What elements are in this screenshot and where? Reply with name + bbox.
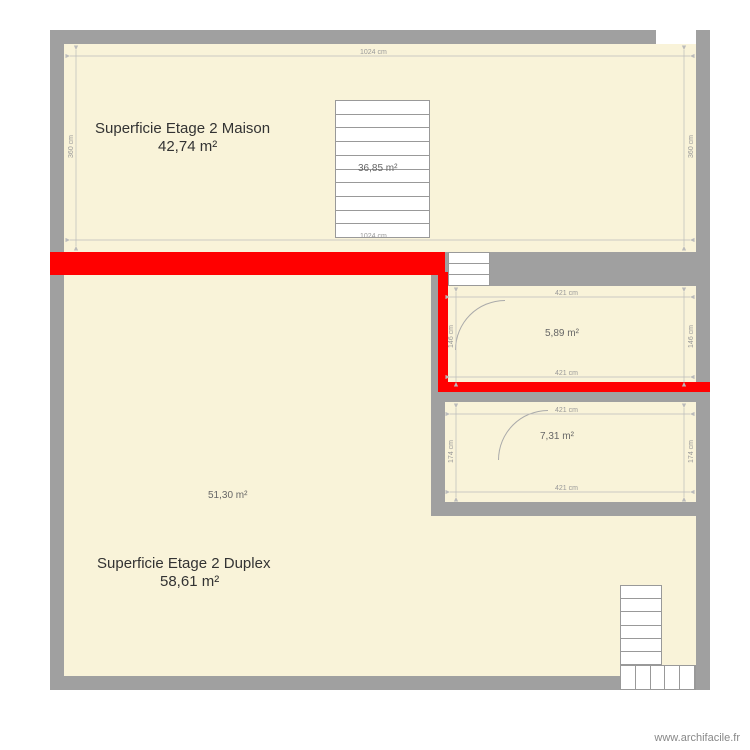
dim-r1-146-l-label: 146 cm xyxy=(448,325,455,348)
dim-r1-146-r-label: 146 cm xyxy=(688,325,695,348)
outer-top xyxy=(50,30,710,44)
area-r1: 5,89 m² xyxy=(545,328,579,339)
stairs-mid-small xyxy=(448,252,490,286)
stairs-bottom-h xyxy=(620,665,696,690)
dim-r2-174-r-label: 174 cm xyxy=(688,440,695,463)
dim-left-360-label: 360 cm xyxy=(68,135,75,158)
maison-title: Superficie Etage 2 Maison xyxy=(95,120,270,137)
watermark: www.archifacile.fr xyxy=(654,732,740,744)
outer-right xyxy=(696,30,710,690)
duplex-title: Superficie Etage 2 Duplex xyxy=(97,555,270,572)
maison-area: 42,74 m² xyxy=(158,138,217,155)
dim-top-1024-b-label: 1024 cm xyxy=(360,233,387,240)
dim-r2-174-l-label: 174 cm xyxy=(448,440,455,463)
dim-r2-421-t-label: 421 cm xyxy=(555,407,578,414)
duplex-area: 58,61 m² xyxy=(160,573,219,590)
main-divider-h xyxy=(50,252,445,275)
stairs-bottom-v xyxy=(620,585,662,665)
dim-r1-421-b-label: 421 cm xyxy=(555,370,578,377)
right-divider-h xyxy=(438,382,710,392)
outer-bottom xyxy=(50,676,710,690)
dim-r2-421-b-label: 421 cm xyxy=(555,485,578,492)
etage2-duplex-main xyxy=(64,275,696,676)
dim-right-360-label: 360 cm xyxy=(688,135,695,158)
top-gap xyxy=(656,30,696,44)
dim-top-1024-label: 1024 cm xyxy=(360,49,387,56)
dim-r1-421-t-label: 421 cm xyxy=(555,290,578,297)
area-main: 51,30 m² xyxy=(208,490,247,501)
outer-left xyxy=(50,30,64,690)
bottom-right-h xyxy=(431,502,696,516)
area-top: 36,85 m² xyxy=(358,163,397,174)
area-r2: 7,31 m² xyxy=(540,431,574,442)
right-divider-v xyxy=(438,272,448,392)
